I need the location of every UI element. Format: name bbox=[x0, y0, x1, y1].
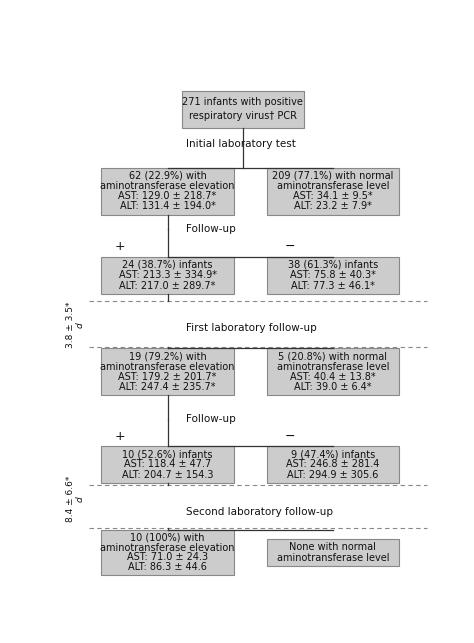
FancyBboxPatch shape bbox=[267, 168, 399, 215]
Text: aminotransferase level: aminotransferase level bbox=[277, 361, 389, 372]
Text: ALT: 131.4 ± 194.0*: ALT: 131.4 ± 194.0* bbox=[119, 201, 216, 212]
Text: respiratory virus† PCR: respiratory virus† PCR bbox=[189, 111, 297, 122]
Text: 3.8 ± 3.5*: 3.8 ± 3.5* bbox=[66, 302, 75, 348]
Text: None with normal: None with normal bbox=[290, 542, 376, 552]
Text: aminotransferase level: aminotransferase level bbox=[277, 181, 389, 191]
Text: ALT: 247.4 ± 235.7*: ALT: 247.4 ± 235.7* bbox=[119, 382, 216, 392]
Text: Follow-up: Follow-up bbox=[186, 224, 236, 234]
FancyBboxPatch shape bbox=[101, 257, 234, 294]
FancyBboxPatch shape bbox=[267, 349, 399, 395]
Text: −: − bbox=[285, 240, 295, 253]
Text: AST: 179.2 ± 201.7*: AST: 179.2 ± 201.7* bbox=[118, 372, 217, 382]
Text: AST: 129.0 ± 218.7*: AST: 129.0 ± 218.7* bbox=[118, 191, 217, 201]
Text: AST: 75.8 ± 40.3*: AST: 75.8 ± 40.3* bbox=[290, 270, 376, 280]
FancyBboxPatch shape bbox=[101, 168, 234, 215]
Text: ALT: 39.0 ± 6.4*: ALT: 39.0 ± 6.4* bbox=[294, 382, 372, 392]
Text: 10 (100%) with: 10 (100%) with bbox=[130, 533, 205, 543]
FancyBboxPatch shape bbox=[182, 91, 303, 128]
Text: ALT: 217.0 ± 289.7*: ALT: 217.0 ± 289.7* bbox=[119, 280, 216, 291]
Text: ALT: 204.7 ± 154.3: ALT: 204.7 ± 154.3 bbox=[122, 469, 213, 480]
Text: 271 infants with positive: 271 infants with positive bbox=[182, 97, 303, 107]
Text: 8.4 ± 6.6*: 8.4 ± 6.6* bbox=[66, 476, 75, 522]
FancyBboxPatch shape bbox=[101, 530, 234, 575]
Text: d: d bbox=[76, 496, 85, 502]
Text: Follow-up: Follow-up bbox=[186, 414, 236, 424]
Text: aminotransferase elevation: aminotransferase elevation bbox=[100, 543, 235, 552]
FancyBboxPatch shape bbox=[101, 446, 234, 483]
Text: 24 (38.7%) infants: 24 (38.7%) infants bbox=[122, 260, 213, 270]
Text: ALT: 77.3 ± 46.1*: ALT: 77.3 ± 46.1* bbox=[291, 280, 375, 291]
FancyBboxPatch shape bbox=[101, 349, 234, 395]
Text: AST: 118.4 ± 47.7: AST: 118.4 ± 47.7 bbox=[124, 459, 211, 469]
Text: AST: 246.8 ± 281.4: AST: 246.8 ± 281.4 bbox=[286, 459, 380, 469]
Text: −: − bbox=[285, 430, 295, 442]
Text: aminotransferase elevation: aminotransferase elevation bbox=[100, 181, 235, 191]
Text: d: d bbox=[76, 322, 85, 327]
Text: aminotransferase level: aminotransferase level bbox=[277, 553, 389, 563]
Text: 38 (61.3%) infants: 38 (61.3%) infants bbox=[288, 260, 378, 270]
Text: AST: 40.4 ± 13.8*: AST: 40.4 ± 13.8* bbox=[290, 372, 376, 382]
Text: First laboratory follow-up: First laboratory follow-up bbox=[186, 323, 317, 332]
Text: aminotransferase elevation: aminotransferase elevation bbox=[100, 361, 235, 372]
Text: Initial laboratory test: Initial laboratory test bbox=[186, 139, 296, 149]
Text: ALT: 23.2 ± 7.9*: ALT: 23.2 ± 7.9* bbox=[294, 201, 372, 212]
Text: ALT: 86.3 ± 44.6: ALT: 86.3 ± 44.6 bbox=[128, 562, 207, 572]
Text: +: + bbox=[115, 430, 125, 442]
Text: AST: 71.0 ± 24.3: AST: 71.0 ± 24.3 bbox=[127, 552, 208, 563]
Text: 5 (20.8%) with normal: 5 (20.8%) with normal bbox=[278, 352, 387, 361]
Text: 9 (47.4%) infants: 9 (47.4%) infants bbox=[291, 449, 375, 459]
FancyBboxPatch shape bbox=[267, 446, 399, 483]
Text: ALT: 294.9 ± 305.6: ALT: 294.9 ± 305.6 bbox=[287, 469, 379, 480]
Text: Second laboratory follow-up: Second laboratory follow-up bbox=[186, 507, 333, 517]
Text: AST: 34.1 ± 9.5*: AST: 34.1 ± 9.5* bbox=[293, 191, 373, 201]
FancyBboxPatch shape bbox=[267, 539, 399, 566]
Text: 209 (77.1%) with normal: 209 (77.1%) with normal bbox=[272, 170, 393, 181]
FancyBboxPatch shape bbox=[267, 257, 399, 294]
Text: 62 (22.9%) with: 62 (22.9%) with bbox=[128, 170, 207, 181]
Text: +: + bbox=[115, 240, 125, 253]
Text: AST: 213.3 ± 334.9*: AST: 213.3 ± 334.9* bbox=[118, 270, 217, 280]
Text: 10 (52.6%) infants: 10 (52.6%) infants bbox=[122, 449, 213, 459]
Text: 19 (79.2%) with: 19 (79.2%) with bbox=[129, 352, 207, 361]
